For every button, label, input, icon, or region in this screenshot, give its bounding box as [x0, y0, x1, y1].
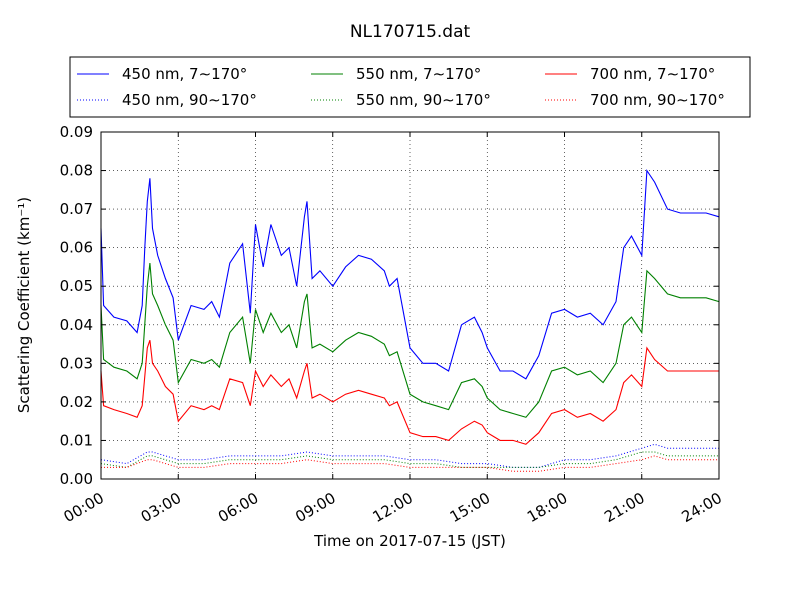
- legend-label-1: 450 nm, 90∼170°: [122, 91, 257, 109]
- series-line-2: [100, 263, 720, 418]
- y-tick-label: 0.05: [60, 277, 93, 295]
- x-tick-label: 03:00: [138, 489, 184, 526]
- series-line-3: [100, 451, 719, 468]
- y-tick-label: 0.07: [60, 200, 93, 218]
- legend-label-3: 550 nm, 90∼170°: [356, 91, 491, 109]
- series-lines: [100, 168, 720, 472]
- y-tick-label: 0.06: [60, 239, 93, 257]
- x-tick-label: 18:00: [524, 489, 570, 526]
- series-line-4: [100, 340, 719, 445]
- x-tick-label: 09:00: [292, 489, 338, 526]
- chart-title: NL170715.dat: [350, 22, 471, 42]
- x-tick-label: 24:00: [679, 489, 725, 526]
- series-line-1: [100, 443, 719, 468]
- y-tick-label: 0.02: [60, 393, 93, 411]
- y-tick-label: 0.00: [60, 470, 93, 488]
- y-tick-label: 0.08: [60, 162, 93, 180]
- y-axis-label: Scattering Coefficient (km⁻¹): [15, 197, 33, 413]
- legend-label-0: 450 nm, 7∼170°: [122, 65, 247, 83]
- x-tick-label: 15:00: [447, 489, 493, 526]
- legend: 450 nm, 7∼170° 450 nm, 90∼170° 550 nm, 7∼1…: [69, 56, 751, 118]
- legend-box: [69, 56, 751, 118]
- x-tick-label: 12:00: [370, 489, 416, 526]
- series-line-5: [101, 455, 719, 472]
- legend-label-5: 700 nm, 90∼170°: [590, 91, 725, 109]
- legend-label-2: 550 nm, 7∼170°: [356, 65, 481, 83]
- y-tick-label: 0.03: [60, 354, 93, 372]
- grid: [101, 132, 719, 479]
- x-tick-label: 00:00: [61, 489, 107, 526]
- x-tick-label: 06:00: [215, 489, 261, 526]
- legend-label-4: 700 nm, 7∼170°: [590, 65, 715, 83]
- series-line-0: [100, 168, 720, 380]
- x-axis-label: Time on 2017-07-15 (JST): [313, 532, 506, 550]
- x-tick-label: 21:00: [601, 489, 647, 526]
- y-tick-label: 0.04: [60, 316, 93, 334]
- y-tick-label: 0.09: [60, 123, 93, 141]
- y-tick-label: 0.01: [60, 431, 93, 449]
